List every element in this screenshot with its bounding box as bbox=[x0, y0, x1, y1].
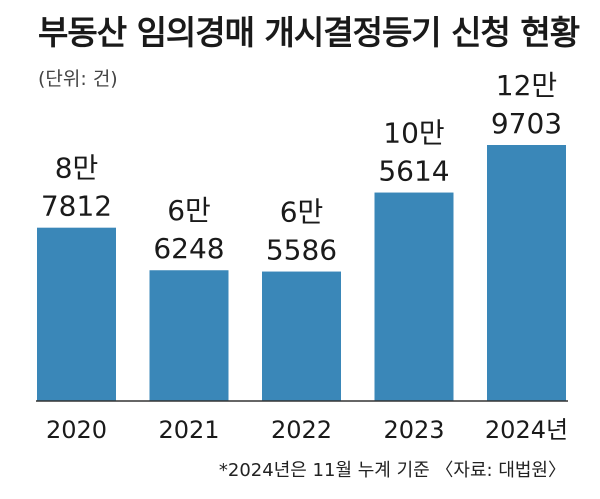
x-tick-label-2021: 2021 bbox=[158, 416, 219, 444]
x-tick-label-2022: 2022 bbox=[271, 416, 332, 444]
chart-title: 부동산 임의경매 개시결정등기 신청 현황 bbox=[38, 13, 580, 52]
x-tick-label-2023: 2023 bbox=[383, 416, 444, 444]
value-label-2023-line2: 5614 bbox=[378, 155, 449, 188]
bar-2023 bbox=[374, 192, 454, 401]
bar-2022 bbox=[262, 271, 341, 401]
value-label-2022-line2: 5586 bbox=[266, 234, 337, 267]
value-label-2024년-line2: 9703 bbox=[491, 107, 562, 140]
value-label-2021-line2: 6248 bbox=[153, 232, 224, 265]
value-label-2023-line1: 10만 bbox=[383, 117, 444, 150]
x-tick-label-2024년: 2024년 bbox=[485, 416, 568, 444]
value-label-2022-line1: 6만 bbox=[280, 196, 324, 229]
bar-2020 bbox=[37, 227, 116, 401]
value-label-2021-line1: 6만 bbox=[167, 194, 211, 227]
value-label-2020-line2: 7812 bbox=[41, 190, 112, 223]
x-tick-label-2020: 2020 bbox=[46, 416, 107, 444]
unit-label: (단위: 건) bbox=[38, 68, 118, 90]
value-labels-group: 8만 7812 6만 6248 6만 5586 10만 5614 12만 9703 bbox=[41, 69, 562, 267]
value-label-2020-line1: 8만 bbox=[55, 152, 99, 185]
value-label-2024년-line1: 12만 bbox=[496, 69, 557, 102]
footnote: *2024년은 11월 누계 기준 〈자료: 대법원〉 bbox=[218, 460, 566, 481]
bars-group bbox=[37, 145, 566, 401]
bar-2021 bbox=[149, 270, 229, 401]
bar-2024년 bbox=[487, 145, 566, 401]
x-tick-labels-group: 2020 2021 2022 2023 2024년 bbox=[46, 416, 568, 444]
